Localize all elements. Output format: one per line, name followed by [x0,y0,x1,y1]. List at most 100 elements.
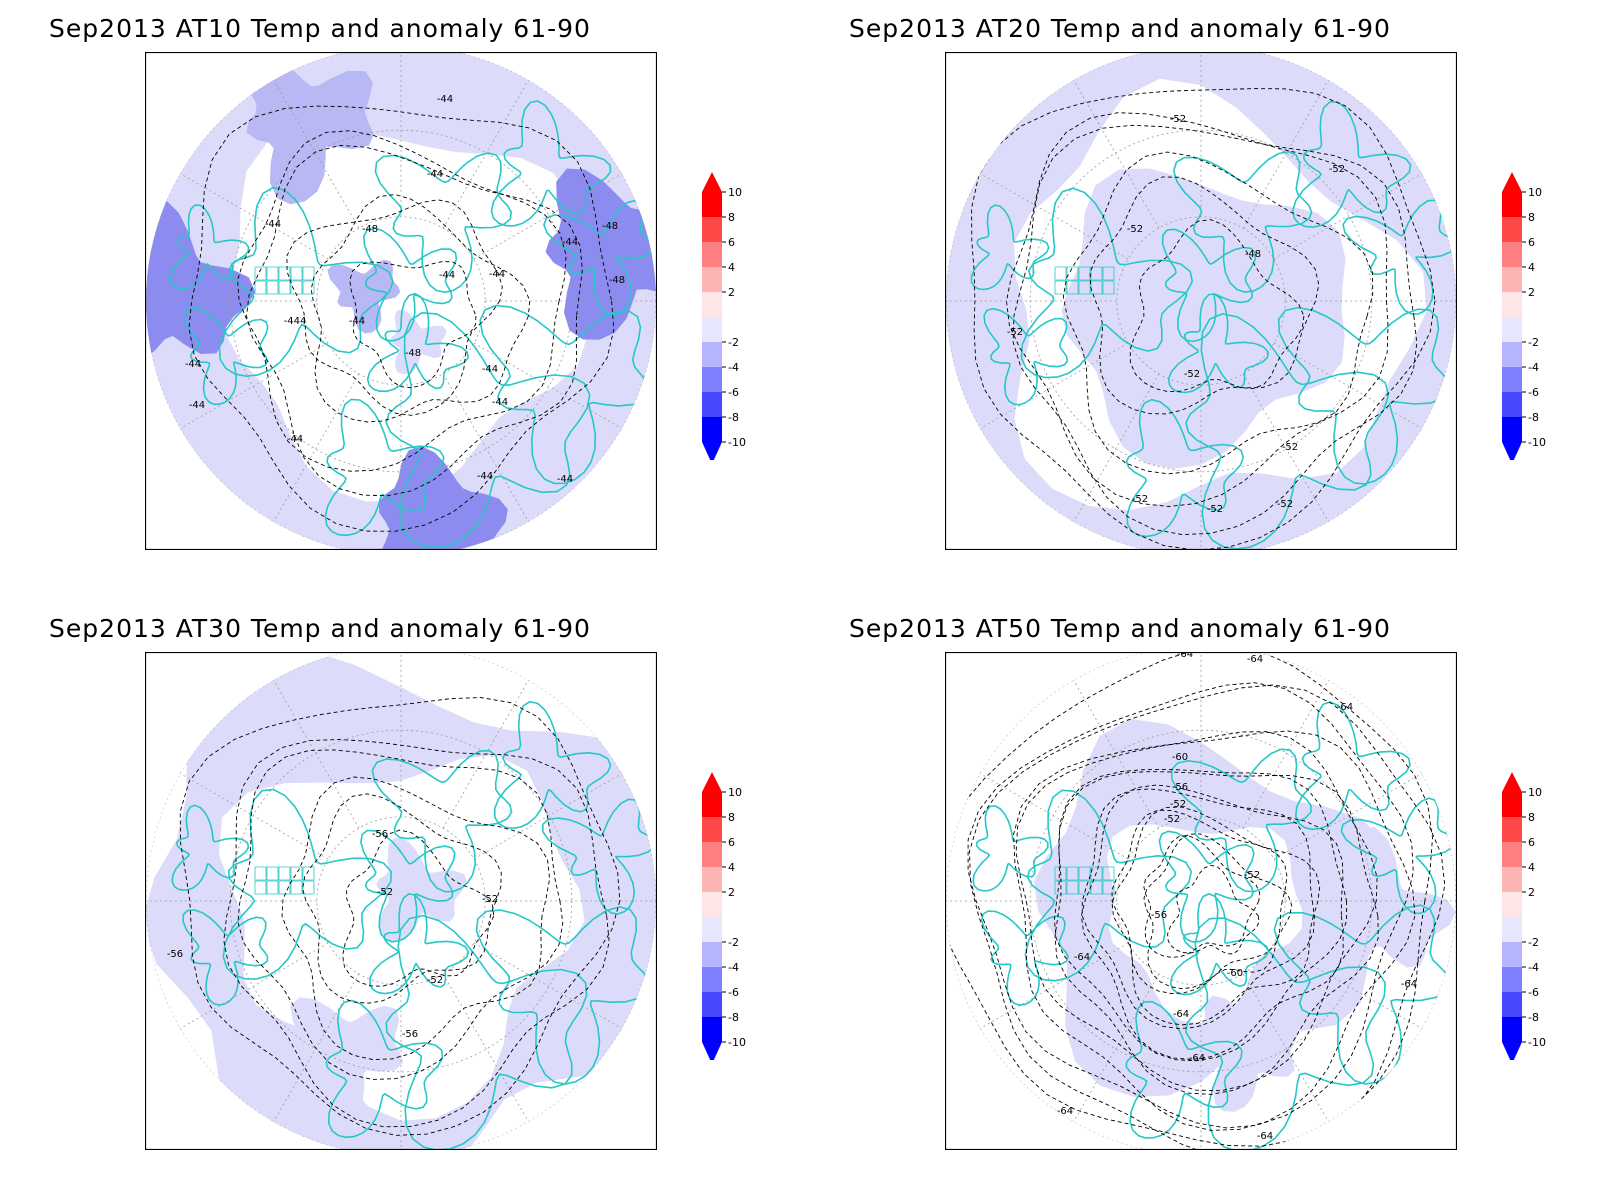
state-border [266,280,279,295]
meridian [473,942,623,1029]
coastlines [972,701,1456,1150]
map-layers: -64 -64 -64 -60 -56 -52 -52 -52 -56 -60 -64 -64 -64 -… [946,652,1456,1150]
colorbar-swatch [1502,217,1522,242]
contour-label: -44 [287,434,303,445]
state-border [1102,880,1115,895]
contour-label: -44 [437,94,453,105]
colorbar-swatch [702,917,722,942]
colorbar-arrow-down [1502,442,1522,464]
state-border [302,280,315,295]
contour-line [1081,788,1315,1030]
colorbar-label: 2 [1528,886,1535,899]
contours [946,652,1446,1150]
colorbar-swatch [1502,242,1522,267]
contour-label: -48 [609,275,625,286]
contour-label: -48 [602,221,618,232]
state-border [254,880,267,895]
contour-label: -64 [1189,1053,1205,1064]
coastlines [169,100,656,549]
map-svg: -44 -44 -44 -44 -44 -44 -44 -44 -444 -44 -44 -44 -48… [145,52,657,550]
colorbar-arrow-up [1502,772,1522,792]
contour-label: -44 [189,400,205,411]
colorbar-swatch [1502,1017,1522,1042]
meridian [442,973,529,1123]
colorbar: 10 8 6 4 2 -2 -4 -6 -8 -10 [700,770,770,1064]
state-border [278,280,291,295]
coastline [1024,789,1193,982]
colorbar-swatch [702,342,722,367]
state-border [302,880,315,895]
contour-label: -52 [1164,814,1180,825]
colorbar-label: 6 [728,836,735,849]
coastline [1125,398,1245,538]
contour-label: -64 [1257,1131,1273,1142]
coastline [222,788,392,980]
colorbar-label: 8 [728,211,735,224]
contour-line [1080,784,1344,1060]
colorbar-svg: 10 8 6 4 2 -2 -4 -6 -8 -10 [1502,772,1546,1064]
state-border [290,866,303,881]
coastline [169,204,250,290]
contour-line [1053,768,1348,1062]
meridian [1242,679,1329,829]
panel-title: Sep2013 AT10 Temp and anomaly 61-90 [49,14,591,43]
anomaly-area [146,652,656,1150]
colorbar-label: -8 [728,411,739,424]
coastline [218,186,394,377]
colorbar-label: 10 [1528,186,1542,199]
contour-line [946,652,1433,1147]
state-border [254,866,267,881]
coastline [1277,306,1450,485]
state-border [1066,280,1079,295]
anomaly-area [290,997,404,1121]
meridian [273,679,360,829]
colorbar-label: -8 [728,1011,739,1024]
colorbar-label: -2 [1528,336,1539,349]
colorbar-swatch [1502,867,1522,892]
coastline [493,700,612,830]
contour-label: -52 [1207,504,1223,515]
colorbar-swatch [702,867,722,892]
contour-label: -52 [1184,369,1200,380]
colorbar-swatch [702,992,722,1017]
coastline [182,909,269,1006]
coastline [972,805,1049,892]
colorbar-label: -8 [1528,1011,1539,1024]
colorbar-label: 4 [728,861,735,874]
anomaly-area [146,198,256,366]
meridian [979,173,1129,260]
colorbar-arrow-down [702,442,722,464]
contour-line [237,749,564,1080]
contour-label: -60 [1172,752,1188,763]
coastline [1125,1000,1243,1139]
contour-label: -48 [405,348,421,359]
colorbar-swatch [1502,367,1522,392]
contour-line [1111,809,1288,994]
anomaly-area [1170,296,1268,413]
contour-line [349,261,477,389]
colorbar: 10 8 6 4 2 -2 -4 -6 -8 -10 [1500,170,1570,464]
contour-line [1013,730,1416,1131]
colorbar-label: 10 [728,186,742,199]
state-border [1078,866,1091,881]
contour-label: -44 [439,270,455,281]
contour-line [1012,124,1418,536]
colorbar-swatch [1502,992,1522,1017]
meridian [179,173,329,260]
contour-label: -52 [427,975,443,986]
colorbar-label: 8 [1528,211,1535,224]
coastline [324,398,445,537]
colorbar-swatch [702,842,722,867]
panel-title: Sep2013 AT30 Temp and anomaly 61-90 [49,614,591,643]
contour-label: -44 [427,169,443,180]
contour-label: -44 [265,219,281,230]
colorbar-svg: 10 8 6 4 2 -2 -4 -6 -8 -10 [702,172,746,464]
meridian [1073,973,1160,1123]
colorbar: 10 8 6 4 2 -2 -4 -6 -8 -10 [1500,770,1570,1064]
state-border [1102,866,1115,881]
state-border [1066,866,1079,881]
coastline [374,152,512,293]
contour-label: -44 [185,359,201,370]
contour-label: -44 [557,474,573,485]
colorbar-swatch [1502,267,1522,292]
